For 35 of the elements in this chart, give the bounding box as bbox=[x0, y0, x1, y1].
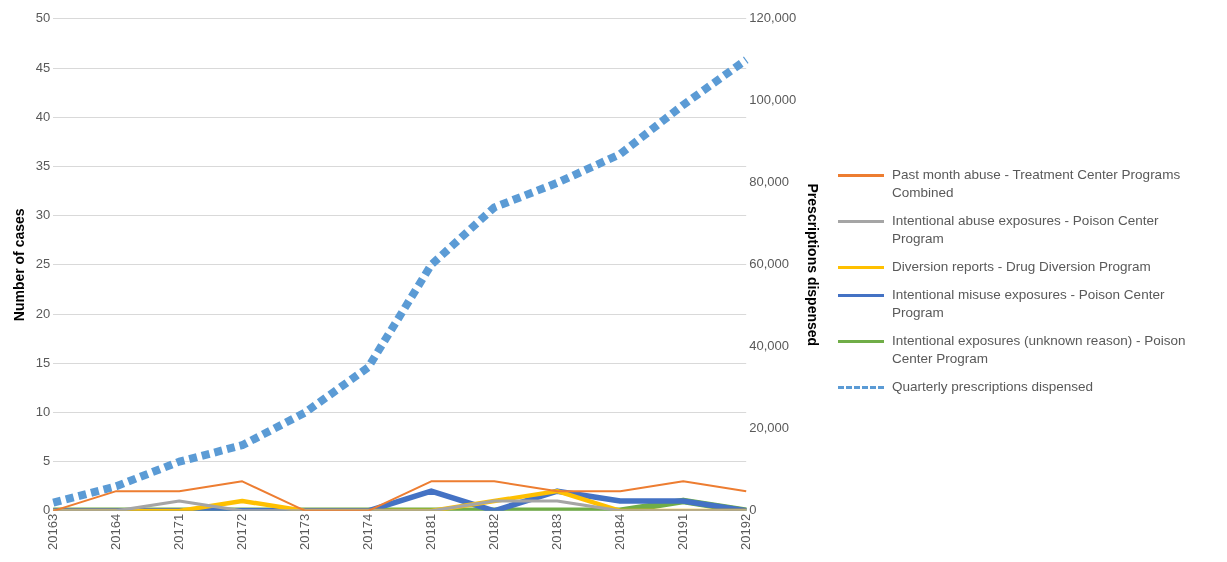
y2-tick-label: 40,000 bbox=[749, 338, 789, 354]
x-tick-label: 20191 bbox=[674, 513, 690, 551]
x-tick-label: 20164 bbox=[107, 513, 123, 551]
x-tick-label: 20184 bbox=[611, 513, 627, 551]
y-tick-label: 30 bbox=[35, 207, 51, 223]
x-tick-label: 20172 bbox=[233, 513, 249, 551]
y-tick-label: 35 bbox=[35, 157, 51, 173]
x-tick-label: 20171 bbox=[170, 513, 186, 551]
x-tick-label: 20182 bbox=[485, 513, 501, 551]
legend-label: Quarterly prescriptions dispensed bbox=[892, 377, 1094, 396]
y2-axis-title: Prescriptions dispensed bbox=[804, 183, 821, 347]
y2-tick-label: 20,000 bbox=[749, 420, 789, 436]
legend-label: Intentional abuse exposures - Poison Center Program bbox=[892, 211, 1160, 248]
legend-label: Past month abuse - Treatment Center Programs Combined bbox=[892, 165, 1182, 202]
y-tick-label: 40 bbox=[35, 108, 51, 124]
y-tick-label: 45 bbox=[35, 59, 51, 75]
x-tick-label: 20163 bbox=[44, 513, 60, 551]
legend-label: Diversion reports - Drug Diversion Program bbox=[892, 257, 1151, 276]
y-tick-label: 50 bbox=[35, 10, 51, 26]
x-tick-label: 20174 bbox=[359, 513, 375, 551]
y2-tick-label: 100,000 bbox=[749, 92, 797, 108]
y2-tick-label: 120,000 bbox=[749, 10, 797, 26]
x-tick-label: 20183 bbox=[548, 513, 564, 551]
y-tick-label: 15 bbox=[35, 354, 51, 370]
legend-label: Intentional exposures (unknown reason) - Poison Center Program bbox=[892, 331, 1187, 368]
y2-tick-label: 80,000 bbox=[749, 174, 789, 190]
y-axis-title: Number of cases bbox=[11, 208, 28, 322]
legend-label: Intentional misuse exposures - Poison Center Program bbox=[892, 285, 1166, 322]
y-tick-label: 10 bbox=[35, 404, 51, 420]
y-tick-label: 25 bbox=[35, 256, 51, 272]
y2-tick-label: 60,000 bbox=[749, 256, 789, 272]
x-tick-label: 20173 bbox=[296, 513, 312, 551]
y-tick-label: 20 bbox=[35, 305, 51, 321]
x-tick-label: 20181 bbox=[422, 513, 438, 551]
y-tick-label: 5 bbox=[43, 453, 51, 469]
